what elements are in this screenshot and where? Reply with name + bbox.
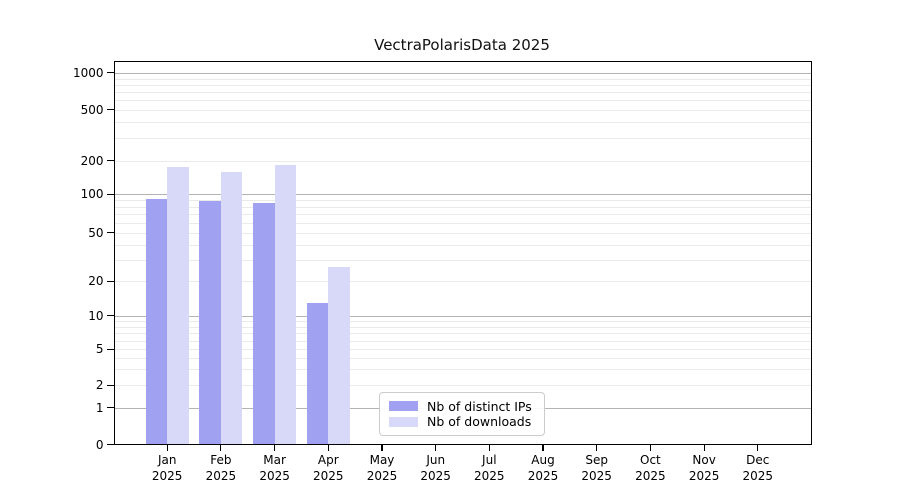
bar-downloads xyxy=(167,166,189,445)
gridline-minor xyxy=(113,358,812,360)
x-tick-mark xyxy=(274,444,276,451)
x-tick-mark xyxy=(703,444,705,451)
gridline-major xyxy=(113,194,812,196)
gridline-minor xyxy=(113,244,812,246)
x-tick-mark xyxy=(166,444,168,451)
x-tick-label: Aug 2025 xyxy=(527,452,559,484)
gridline-minor xyxy=(113,369,812,371)
gridline-minor xyxy=(113,385,812,387)
legend-item: Nb of downloads xyxy=(389,414,535,429)
gridline-minor xyxy=(113,109,812,111)
x-tick-mark xyxy=(488,444,490,451)
chart-title: VectraPolarisData 2025 xyxy=(374,36,550,54)
x-tick-mark xyxy=(542,444,544,451)
gridline-minor xyxy=(113,200,812,202)
legend-item: Nb of distinct IPs xyxy=(389,399,535,414)
gridline-minor xyxy=(113,84,812,86)
gridline-minor xyxy=(113,349,812,351)
bar-downloads xyxy=(274,164,297,445)
y-tick-label: 500 xyxy=(80,102,104,117)
gridline-minor xyxy=(113,122,812,124)
x-tick-label: May 2025 xyxy=(366,452,398,484)
gridline-minor xyxy=(113,91,812,93)
gridline-minor xyxy=(113,222,812,224)
bar-downloads xyxy=(328,267,350,445)
y-tick-mark xyxy=(107,232,114,234)
legend-swatch-downloads-icon xyxy=(389,416,418,428)
x-tick-mark xyxy=(220,444,222,451)
x-tick-mark xyxy=(327,444,329,451)
x-tick-mark xyxy=(381,444,383,451)
y-tick-label: 200 xyxy=(80,153,104,168)
gridline-minor xyxy=(113,100,812,101)
x-tick-mark xyxy=(596,444,598,451)
bar-distinct-ips xyxy=(145,199,168,445)
y-tick-mark xyxy=(107,109,114,111)
plot-area xyxy=(113,61,812,445)
gridline-minor xyxy=(113,232,812,234)
y-tick-mark xyxy=(107,160,114,162)
x-tick-label: Jun 2025 xyxy=(420,452,451,484)
bar-distinct-ips xyxy=(199,201,221,445)
legend: Nb of distinct IPs Nb of downloads xyxy=(379,392,545,436)
y-tick-label: 0 xyxy=(95,437,104,452)
gridline-major xyxy=(113,72,812,74)
y-tick-label: 5 xyxy=(95,342,104,357)
x-tick-label: Dec 2025 xyxy=(742,452,774,484)
x-tick-label: Jul 2025 xyxy=(474,452,505,484)
x-tick-mark xyxy=(757,444,759,451)
y-tick-mark xyxy=(107,280,114,282)
y-tick-mark xyxy=(107,72,114,74)
gridline-minor xyxy=(113,326,812,328)
y-tick-mark xyxy=(107,443,114,446)
y-tick-mark xyxy=(107,193,114,195)
y-tick-mark xyxy=(107,384,114,386)
gridline-minor xyxy=(113,333,812,335)
gridline-minor xyxy=(113,78,812,80)
y-tick-label: 10 xyxy=(88,308,104,323)
bar-downloads xyxy=(220,172,243,445)
y-tick-label: 1000 xyxy=(72,65,104,80)
bar-distinct-ips xyxy=(306,302,329,445)
x-tick-label: Apr 2025 xyxy=(313,452,344,484)
gridline-minor xyxy=(113,281,812,283)
x-tick-mark xyxy=(435,444,437,451)
x-tick-label: Sep 2025 xyxy=(581,452,612,484)
gridline-minor xyxy=(113,321,812,322)
x-tick-label: Mar 2025 xyxy=(259,452,290,484)
gridline-minor xyxy=(113,160,812,162)
x-tick-label: Oct 2025 xyxy=(635,452,666,484)
gridline-minor xyxy=(113,138,812,140)
x-tick-label: Feb 2025 xyxy=(205,452,237,484)
gridline-minor xyxy=(113,214,812,216)
y-tick-label: 50 xyxy=(88,225,104,240)
bar-distinct-ips xyxy=(253,203,275,445)
legend-label-downloads: Nb of downloads xyxy=(427,414,532,430)
y-tick-mark xyxy=(107,407,114,409)
legend-swatch-distinct-ips-icon xyxy=(389,400,418,412)
gridline-minor xyxy=(113,259,812,261)
x-tick-mark xyxy=(649,444,651,451)
gridline-minor xyxy=(113,340,812,342)
y-tick-label: 100 xyxy=(80,187,104,202)
gridline-minor xyxy=(113,206,812,208)
x-tick-label: Jan 2025 xyxy=(151,452,183,484)
y-tick-mark xyxy=(107,348,114,350)
y-tick-label: 2 xyxy=(95,378,104,393)
y-tick-label: 1 xyxy=(95,400,104,415)
y-tick-label: 20 xyxy=(88,274,104,289)
x-tick-label: Nov 2025 xyxy=(688,452,720,484)
gridline-major xyxy=(113,315,812,317)
legend-label-distinct-ips: Nb of distinct IPs xyxy=(427,398,532,414)
y-tick-mark xyxy=(107,315,114,317)
